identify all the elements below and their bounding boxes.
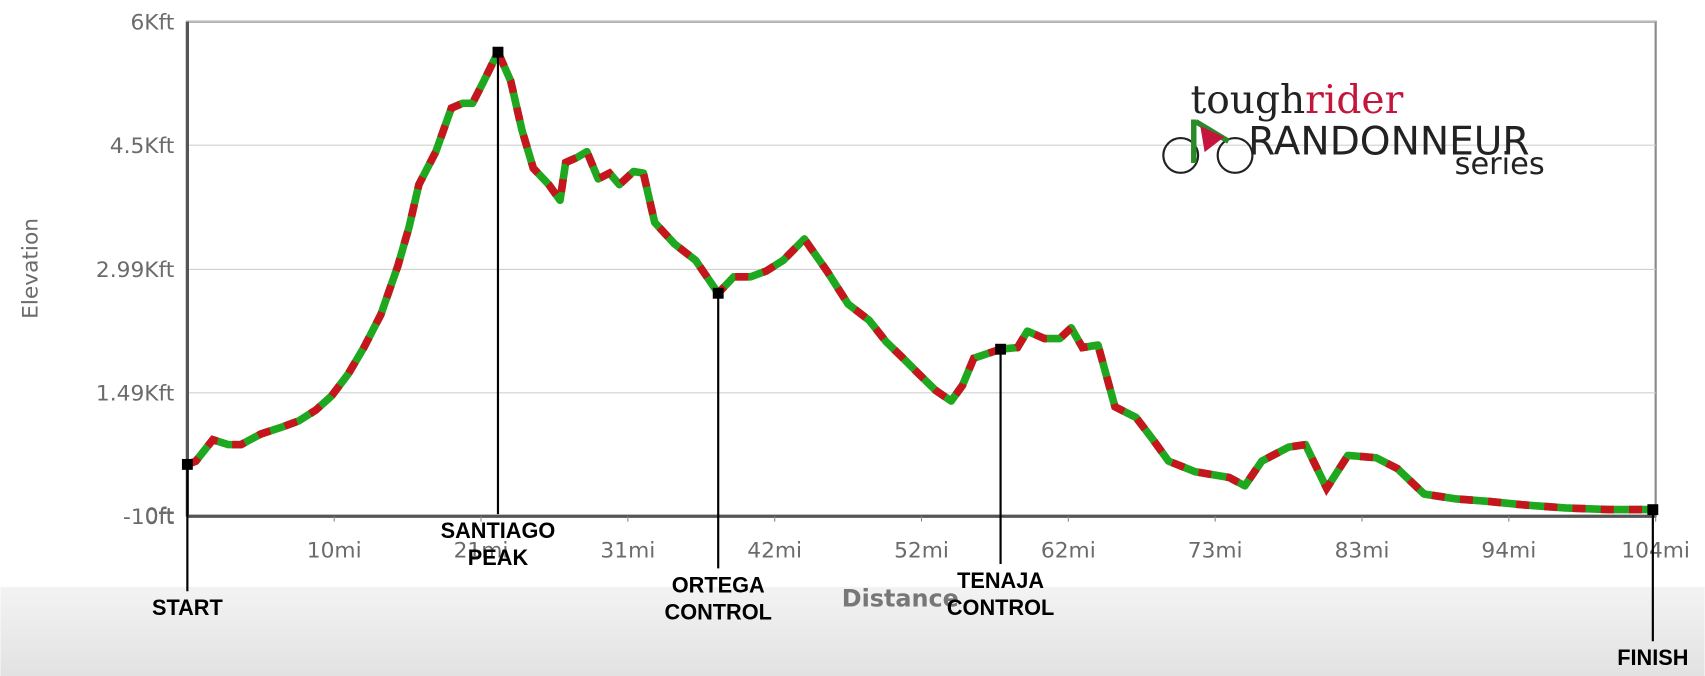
annotation-label: TENAJA xyxy=(957,568,1044,593)
x-tick-label: 104mi xyxy=(1621,539,1690,564)
annotation-label: CONTROL xyxy=(665,599,772,624)
x-tick-label: 62mi xyxy=(1041,539,1096,564)
annotation-marker xyxy=(492,46,504,58)
annotation-marker xyxy=(1647,504,1659,516)
annotation-label: CONTROL xyxy=(947,595,1054,620)
annotation-label: SANTIAGO xyxy=(441,518,556,543)
logo-text: series xyxy=(1455,147,1545,182)
y-tick-label: 2.99Kft xyxy=(96,258,174,283)
footer-band xyxy=(0,586,1705,676)
x-axis-title: Distance xyxy=(842,584,959,612)
annotation-marker xyxy=(995,343,1007,355)
x-tick-label: 73mi xyxy=(1188,539,1243,564)
logo-wheel xyxy=(1162,136,1200,174)
x-tick-label: 10mi xyxy=(307,539,362,564)
y-tick-label: -10ft xyxy=(123,505,174,530)
x-tick-label: 52mi xyxy=(894,539,949,564)
y-tick-label: 6Kft xyxy=(130,10,174,35)
x-tick-label: 21mi xyxy=(454,539,509,564)
logo-text: RANDONNEUR xyxy=(1248,119,1530,164)
elevation-line-dash xyxy=(186,43,1656,514)
x-tick-label: 31mi xyxy=(600,539,655,564)
annotation-label: FINISH xyxy=(1617,645,1688,670)
annotation-label: ORTEGA xyxy=(672,572,765,597)
x-tick-label: 42mi xyxy=(747,539,802,564)
y-tick-label: 4.5Kft xyxy=(110,134,175,159)
logo-text: toughrider xyxy=(1191,78,1404,123)
annotation-marker xyxy=(712,287,724,299)
x-tick-label: 94mi xyxy=(1481,539,1536,564)
annotation-label: START xyxy=(152,595,224,620)
logo-wheel xyxy=(1216,136,1254,174)
logo-rider xyxy=(1200,126,1225,153)
logo: toughrider RANDONNEUR series xyxy=(1162,78,1545,182)
y-tick-label: 1.49Kft xyxy=(96,381,174,406)
annotation-label: PEAK xyxy=(468,545,529,570)
x-tick-label: 83mi xyxy=(1335,539,1390,564)
annotation-marker xyxy=(181,458,193,470)
y-axis-title: Elevation xyxy=(18,218,43,319)
y-tick-label: 0ft xyxy=(145,504,175,529)
